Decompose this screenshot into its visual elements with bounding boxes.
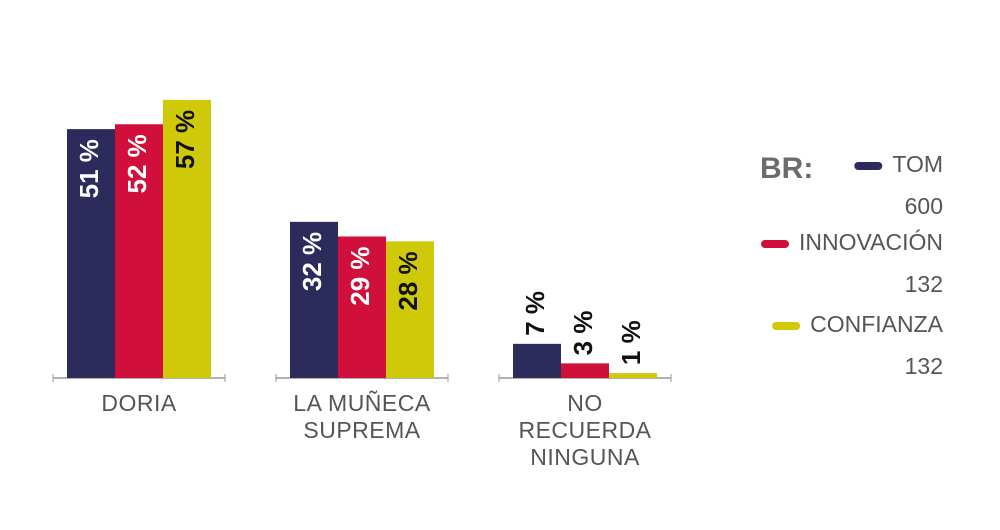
legend-label: INNOVACIÓN	[799, 229, 943, 255]
legend-base: 600	[905, 193, 943, 219]
bar	[290, 221, 338, 378]
value-label: 28 %	[393, 251, 423, 310]
legend-label: CONFIANZA	[810, 311, 944, 337]
legend-base: 132	[905, 271, 943, 297]
value-label: 52 %	[122, 134, 152, 193]
value-label: 51 %	[74, 139, 104, 198]
x-tick-label: NO RECUERDA NINGUNA	[518, 390, 652, 470]
value-label: 29 %	[345, 246, 375, 305]
bar	[561, 363, 609, 378]
bar	[609, 373, 657, 378]
x-tick-label: LA MUÑECA SUPREMA	[293, 390, 431, 443]
bar	[67, 129, 115, 378]
bar	[386, 241, 434, 378]
legend-base: 132	[905, 353, 943, 379]
bar	[338, 236, 386, 378]
legend-label: TOM	[892, 151, 943, 177]
value-label: 32 %	[297, 232, 327, 291]
x-tick-label: DORIA	[101, 390, 177, 416]
bar	[163, 99, 211, 378]
value-label: 3 %	[568, 311, 598, 356]
bar	[513, 343, 561, 378]
value-label: 57 %	[170, 110, 200, 169]
legend-title: BR:	[760, 152, 813, 185]
bar	[115, 124, 163, 379]
value-label: 7 %	[520, 291, 550, 336]
value-label: 1 %	[616, 320, 646, 365]
